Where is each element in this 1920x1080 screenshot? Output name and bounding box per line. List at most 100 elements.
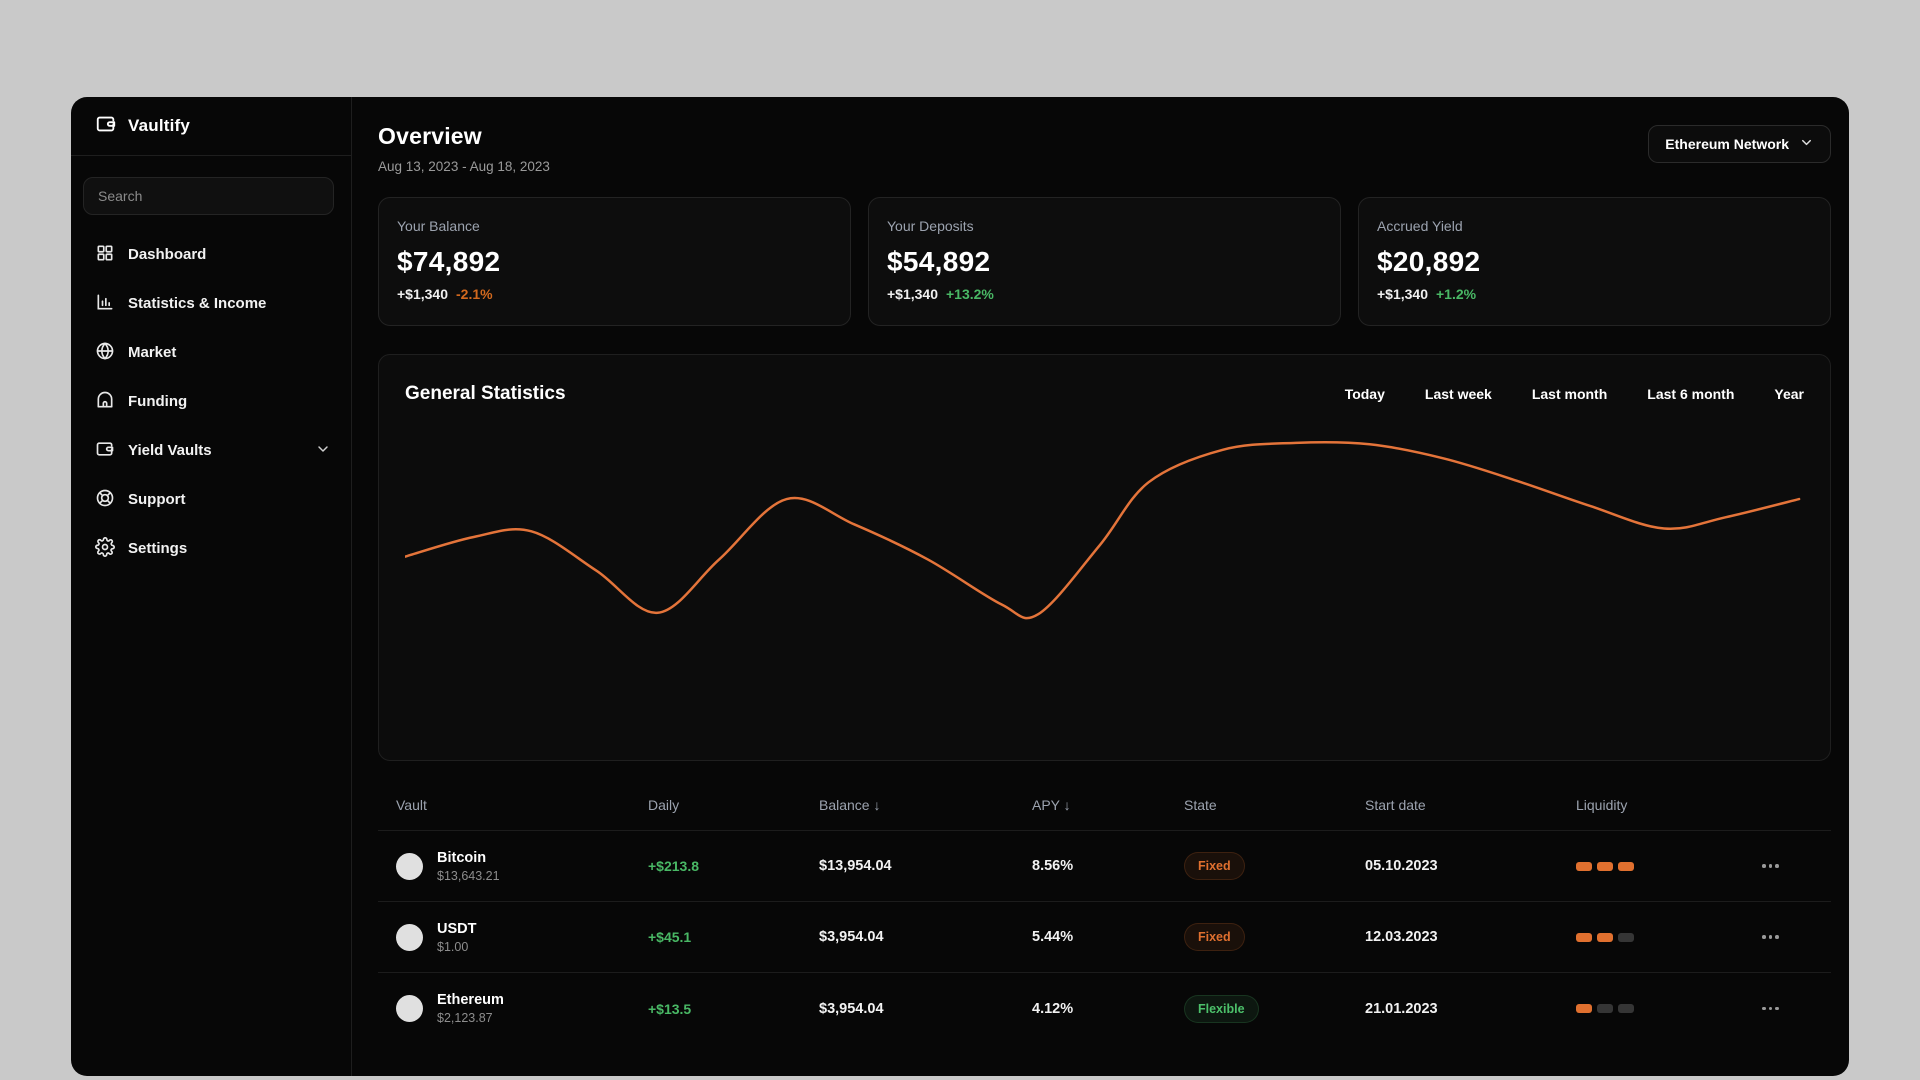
stat-card-value: $74,892 (397, 246, 501, 277)
vault-name: Bitcoin (437, 849, 487, 866)
stat-card-label: Your Deposits (887, 218, 974, 234)
search-input[interactable] (83, 177, 334, 215)
bank-icon (95, 390, 115, 414)
apy-value: 5.44% (1032, 929, 1074, 945)
liquidity-pill (1618, 861, 1634, 871)
filter-last-6-month[interactable]: Last 6 month (1647, 386, 1735, 402)
sidebar-item-dashboard[interactable]: Dashboard (71, 230, 351, 279)
vaults-table: Vault Daily Balance ↓ APY ↓ State Start … (378, 779, 1831, 1044)
daily-change: +$45.1 (648, 929, 692, 945)
sidebar-item-market[interactable]: Market (71, 328, 351, 377)
app-title: Vaultify (128, 116, 191, 135)
change-percent: +1.2% (1436, 286, 1477, 302)
row-menu-button[interactable] (1756, 1001, 1785, 1017)
sidebar-item-funding[interactable]: Funding (71, 377, 351, 426)
change-amount: +$1,340 (1377, 286, 1428, 302)
daily-change: +$213.8 (648, 858, 699, 874)
general-statistics-panel: General Statistics Today Last week Last … (378, 354, 1831, 761)
vault-name: USDT (437, 920, 477, 937)
chart-line-series (405, 442, 1799, 618)
line-chart (405, 419, 1804, 742)
page-header: Overview Aug 13, 2023 - Aug 18, 2023 Eth… (378, 123, 1831, 174)
liquidity-indicator (1576, 932, 1756, 942)
app-window: Vaultify Dashboard (71, 97, 1849, 1076)
table-header: Vault Daily Balance ↓ APY ↓ State Start … (378, 779, 1831, 831)
change-amount: +$1,340 (887, 286, 938, 302)
vault-avatar (396, 852, 423, 880)
column-state: State (1184, 796, 1217, 813)
state-badge: Fixed (1184, 923, 1245, 951)
wallet-logo-icon (95, 113, 117, 140)
sidebar-item-support[interactable]: Support (71, 475, 351, 524)
network-selector[interactable]: Ethereum Network (1648, 125, 1831, 163)
grid-icon (95, 243, 115, 267)
chevron-down-icon (1799, 135, 1814, 153)
filter-last-month[interactable]: Last month (1531, 386, 1608, 402)
row-menu-button[interactable] (1756, 929, 1785, 945)
filter-year[interactable]: Year (1774, 386, 1804, 402)
chart-title: General Statistics (405, 383, 566, 404)
vault-price: $13,643.21 (437, 868, 500, 883)
chart-time-filters: Today Last week Last month Last 6 month … (1345, 386, 1804, 402)
sidebar-item-statistics-income[interactable]: Statistics & Income (71, 279, 351, 328)
column-vault: Vault (396, 796, 427, 813)
sidebar-item-label: Support (128, 491, 186, 508)
sidebar-nav: Dashboard Statistics & Income Market (71, 230, 351, 573)
row-menu-button[interactable] (1756, 858, 1785, 874)
table-row-ethereum[interactable]: Ethereum $2,123.87 +$13.5 $3,954.04 4.12… (378, 973, 1831, 1044)
column-liquidity: Liquidity (1576, 796, 1628, 813)
balance-value: $3,954.04 (819, 1000, 884, 1017)
daily-change: +$13.5 (648, 1000, 692, 1017)
sidebar-item-label: Statistics & Income (128, 295, 267, 312)
liquidity-pill (1597, 861, 1613, 871)
chart-canvas (405, 419, 1804, 742)
start-date: 12.03.2023 (1365, 929, 1438, 945)
wallet-icon (95, 439, 115, 463)
start-date: 05.10.2023 (1365, 858, 1438, 874)
state-badge: Fixed (1184, 852, 1245, 880)
network-selector-label: Ethereum Network (1665, 136, 1789, 152)
apy-value: 4.12% (1032, 1000, 1074, 1017)
vault-price: $1.00 (437, 939, 469, 954)
apy-value: 8.56% (1032, 858, 1074, 874)
date-range: Aug 13, 2023 - Aug 18, 2023 (378, 159, 550, 174)
sidebar-item-settings[interactable]: Settings (71, 524, 351, 573)
main-content: Overview Aug 13, 2023 - Aug 18, 2023 Eth… (352, 97, 1849, 1076)
column-apy-sort[interactable]: APY ↓ (1032, 796, 1071, 813)
stat-card-deposits: Your Deposits $54,892 +$1,340 +13.2% (868, 197, 1341, 326)
liquidity-pill (1576, 861, 1592, 871)
filter-last-week[interactable]: Last week (1424, 386, 1492, 402)
liquidity-pill (1597, 1004, 1613, 1013)
vault-avatar (396, 923, 423, 951)
liquidity-pill (1618, 932, 1634, 942)
balance-value: $13,954.04 (819, 858, 892, 874)
stat-card-value: $20,892 (1377, 246, 1481, 277)
stat-card-balance: Your Balance $74,892 +$1,340 -2.1% (378, 197, 851, 326)
table-row-bitcoin[interactable]: Bitcoin $13,643.21 +$213.8 $13,954.04 8.… (378, 831, 1831, 902)
balance-value: $3,954.04 (819, 929, 884, 945)
column-balance-sort[interactable]: Balance ↓ (819, 796, 881, 813)
stat-card-value: $54,892 (887, 246, 991, 277)
column-start-date: Start date (1365, 796, 1426, 813)
filter-today[interactable]: Today (1344, 386, 1385, 402)
column-daily: Daily (648, 796, 680, 813)
change-amount: +$1,340 (397, 286, 448, 302)
logo: Vaultify (71, 97, 351, 156)
page-title: Overview (378, 123, 482, 149)
state-badge: Flexible (1184, 994, 1259, 1023)
start-date: 21.01.2023 (1365, 1000, 1438, 1017)
table-row-usdt[interactable]: USDT $1.00 +$45.1 $3,954.04 5.44% Fixed … (378, 902, 1831, 973)
change-percent: -2.1% (456, 286, 493, 302)
sidebar-item-yield-vaults[interactable]: Yield Vaults (71, 426, 351, 475)
liquidity-indicator (1576, 1004, 1756, 1013)
stat-cards: Your Balance $74,892 +$1,340 -2.1% Your … (378, 197, 1831, 326)
vault-price: $2,123.87 (437, 1011, 493, 1025)
stat-card-label: Accrued Yield (1377, 218, 1463, 234)
bar-chart-icon (95, 292, 115, 316)
sidebar-item-label: Dashboard (128, 246, 207, 263)
liquidity-pill (1597, 932, 1613, 942)
sidebar: Vaultify Dashboard (71, 97, 352, 1076)
chevron-down-icon[interactable] (315, 441, 331, 461)
liquidity-indicator (1576, 861, 1756, 871)
liquidity-pill (1576, 932, 1592, 942)
